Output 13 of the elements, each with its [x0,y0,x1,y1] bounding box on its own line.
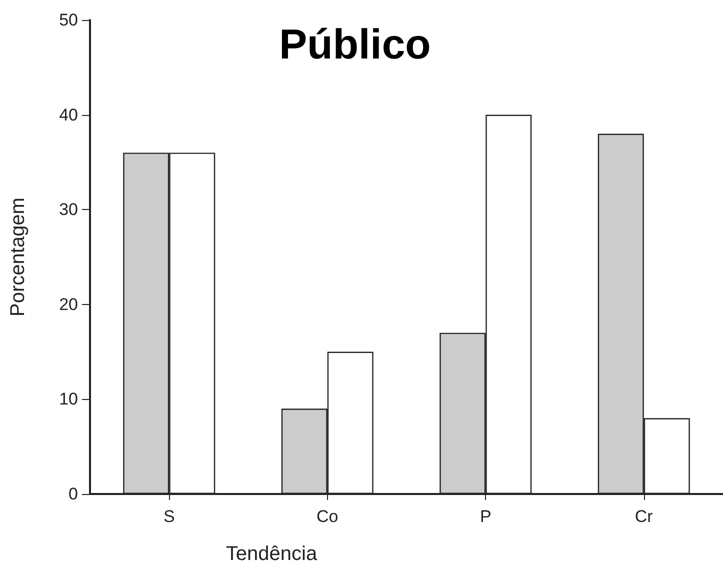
x-tick-label: S [163,507,175,526]
y-tick-label: 40 [59,105,78,124]
y-tick-label: 30 [59,200,78,220]
x-tick-label: P [480,507,492,526]
x-tick-label: Co [316,507,338,526]
y-tick-label: 0 [68,484,78,504]
x-tick-label: Cr [634,507,654,526]
x-axis-title: Tendência [226,543,318,565]
y-tick-label: 10 [59,390,78,409]
y-axis-title: Porcentagem [7,198,29,316]
chart-title: Público [279,20,431,68]
y-tick-label: 50 [59,10,78,30]
y-tick-label: 20 [59,294,78,314]
